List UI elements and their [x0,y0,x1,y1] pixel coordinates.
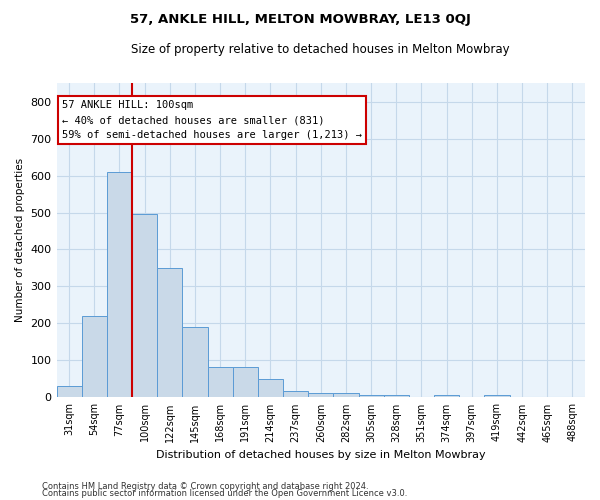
Bar [132,214,157,398]
Bar [56,386,82,398]
Text: 57 ANKLE HILL: 100sqm
← 40% of detached houses are smaller (831)
59% of semi-det: 57 ANKLE HILL: 100sqm ← 40% of detached … [62,100,362,140]
X-axis label: Distribution of detached houses by size in Melton Mowbray: Distribution of detached houses by size … [156,450,485,460]
Title: Size of property relative to detached houses in Melton Mowbray: Size of property relative to detached ho… [131,42,510,56]
Text: Contains public sector information licensed under the Open Government Licence v3: Contains public sector information licen… [42,489,407,498]
Y-axis label: Number of detached properties: Number of detached properties [15,158,25,322]
Bar [334,392,359,398]
Bar [308,392,334,398]
Bar [208,367,233,398]
Bar [484,395,509,398]
Bar [182,327,208,398]
Bar [258,379,283,398]
Bar [233,367,258,398]
Text: 57, ANKLE HILL, MELTON MOWBRAY, LE13 0QJ: 57, ANKLE HILL, MELTON MOWBRAY, LE13 0QJ [130,12,470,26]
Bar [157,268,182,398]
Bar [383,395,409,398]
Bar [107,172,132,398]
Bar [283,391,308,398]
Bar [359,395,383,398]
Bar [82,316,107,398]
Bar [434,395,459,398]
Text: Contains HM Land Registry data © Crown copyright and database right 2024.: Contains HM Land Registry data © Crown c… [42,482,368,491]
